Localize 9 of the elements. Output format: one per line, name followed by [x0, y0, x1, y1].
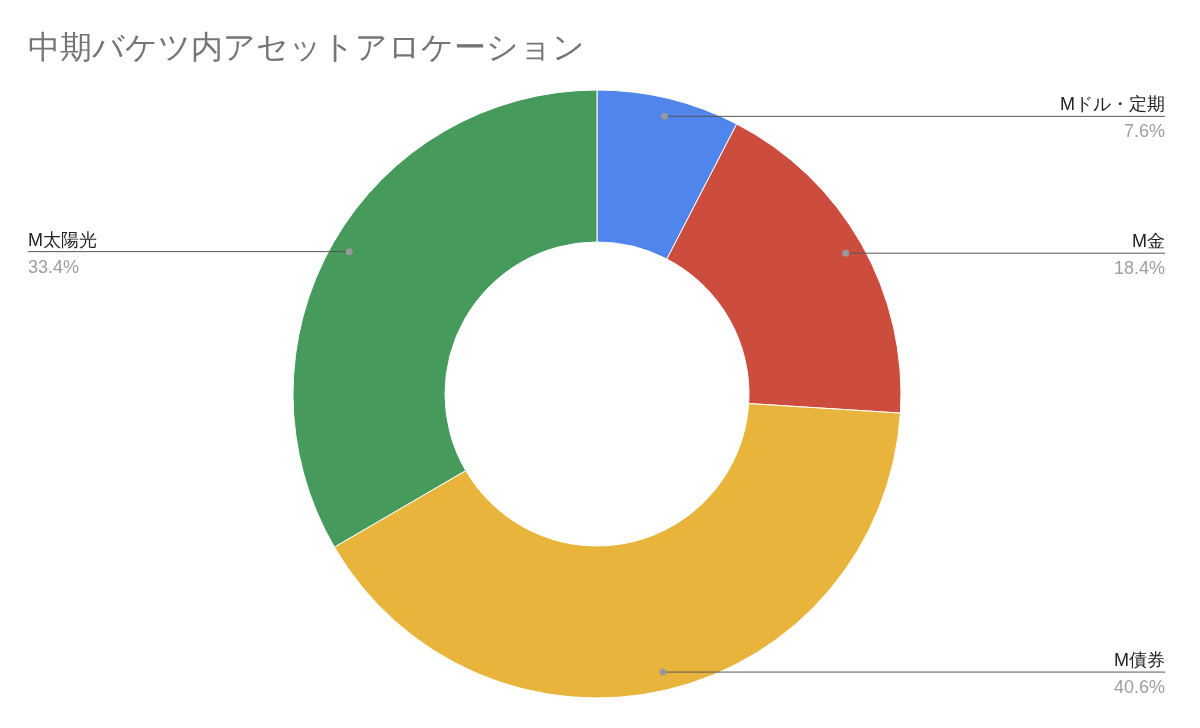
- slice-label: M太陽光: [28, 229, 97, 250]
- slice-label: M金: [1132, 231, 1165, 252]
- data-label: 18.4%: [1113, 258, 1165, 279]
- slice-label: Mドル・定期: [1060, 94, 1165, 115]
- data-label: 40.6%: [1113, 677, 1165, 698]
- chart-title: 中期バケツ内アセットアロケーション: [28, 29, 585, 65]
- slice-label: M債券: [1114, 650, 1165, 671]
- data-label: 7.6%: [1123, 121, 1165, 142]
- data-label: 33.4%: [28, 256, 80, 277]
